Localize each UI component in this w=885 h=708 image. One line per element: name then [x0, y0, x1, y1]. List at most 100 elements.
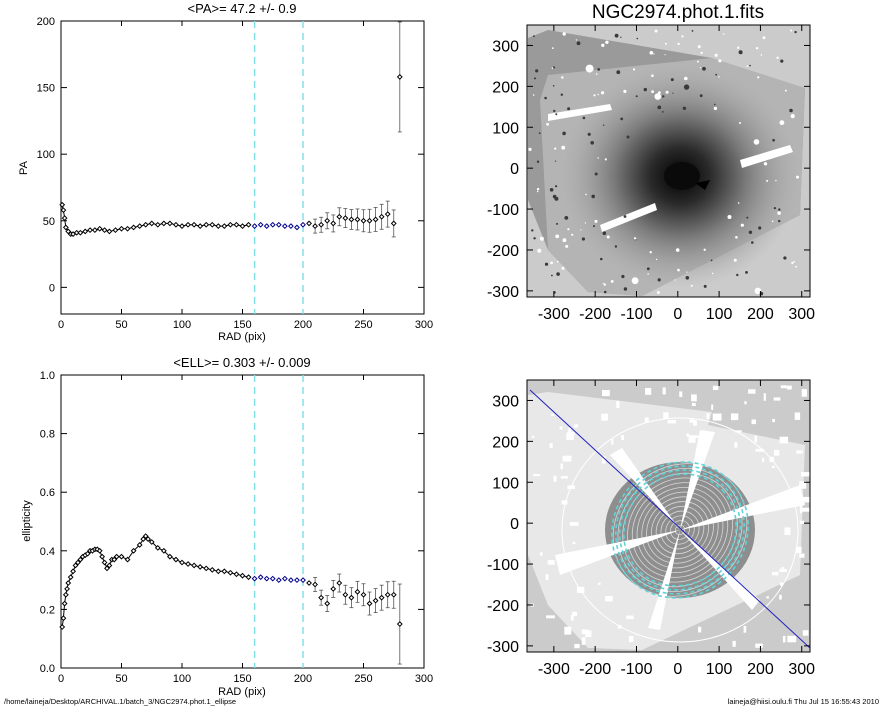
star: [546, 122, 549, 126]
star: [758, 226, 762, 230]
pa-y-tick-label: 0: [49, 282, 55, 294]
star: [532, 94, 535, 96]
masked-image-y-tick-label: 100: [492, 475, 519, 492]
star: [600, 257, 603, 261]
star: [602, 282, 604, 285]
pa-x-tick-label: 100: [173, 319, 191, 331]
star: [620, 117, 624, 121]
star: [780, 59, 784, 63]
star: [533, 237, 536, 240]
bright-star: [695, 180, 710, 190]
ellipticity-y-axis-label: ellipticity: [21, 500, 33, 542]
pa-data-point: [269, 221, 276, 228]
ellipticity-data-point: [59, 624, 66, 630]
star: [736, 273, 739, 277]
star: [703, 284, 707, 288]
pa-data-point: [312, 223, 319, 230]
pa-data-point: [130, 224, 137, 231]
masked-source: [712, 385, 719, 390]
masked-source: [802, 496, 810, 503]
star: [775, 179, 777, 182]
ellipticity-data-point: [336, 580, 343, 586]
star: [699, 67, 702, 69]
masked-image-x-tick-label: 100: [706, 661, 733, 678]
pa-data-point: [203, 221, 210, 228]
masked-source: [694, 435, 701, 438]
masked-image-y-tick-label: -100: [487, 557, 519, 574]
star: [635, 95, 638, 98]
ellipticity-data-point: [179, 559, 185, 566]
star: [649, 51, 654, 55]
pa-x-tick-label: 200: [294, 319, 312, 331]
masked-image-x-tick-label: 300: [788, 661, 815, 678]
star: [623, 215, 627, 218]
star: [682, 106, 687, 111]
masked-source: [801, 472, 810, 477]
ellipticity-y-tick-label: 0.6: [40, 487, 55, 499]
star: [623, 89, 627, 93]
star: [556, 272, 560, 276]
ellipticity-data-point: [390, 591, 397, 598]
mask-wedge: [680, 485, 805, 530]
star: [737, 202, 740, 204]
pa-x-tick-label: 50: [115, 319, 127, 331]
masked-source: [786, 385, 792, 390]
star: [536, 187, 540, 191]
star: [593, 94, 596, 97]
ellipticity-data-point: [209, 566, 216, 573]
masked-source: [602, 390, 610, 397]
star: [555, 113, 558, 116]
star: [672, 92, 674, 94]
pa-data-point: [142, 221, 149, 228]
star: [626, 135, 630, 139]
masked-source: [772, 418, 775, 423]
fit-ellipse: [611, 461, 749, 599]
masked-source: [626, 615, 634, 620]
masked-source: [732, 640, 736, 647]
masked-source: [533, 474, 541, 477]
pa-data-point: [342, 215, 349, 222]
star: [751, 241, 754, 244]
mask-wedge: [680, 530, 760, 610]
pa-data-point: [239, 223, 246, 230]
star: [567, 228, 570, 231]
footer-file-path: /home/laineja/Desktop/ARCHIVAL.1/batch_3…: [4, 697, 237, 706]
pa-data-point: [59, 201, 66, 208]
star: [697, 45, 701, 49]
masked-image-y-tick-label: -200: [487, 598, 519, 615]
masked-source: [748, 389, 756, 394]
masked-source: [597, 582, 601, 585]
pa-x-tick-label: 0: [58, 319, 64, 331]
ellipticity-data-point: [269, 575, 276, 582]
masked-source: [644, 417, 649, 423]
masked-source: [601, 413, 609, 421]
galaxy-nucleus: [664, 162, 700, 190]
star: [715, 73, 718, 76]
ellipticity-x-axis-label: RAD (pix): [218, 686, 266, 698]
image-y-tick-label: 200: [492, 79, 519, 96]
star: [561, 76, 564, 79]
masked-source: [780, 582, 783, 586]
masked-source: [794, 502, 804, 506]
star: [550, 261, 553, 265]
ellipticity-plot-frame: [60, 374, 425, 669]
ellipticity-data-point: [118, 553, 125, 560]
ellipticity-data-point: [239, 572, 246, 579]
star: [766, 179, 769, 182]
star: [537, 248, 542, 253]
masked-image-y-tick-label: 300: [492, 393, 519, 410]
star: [597, 68, 600, 71]
masked-source: [711, 404, 714, 410]
ellipticity-data-point: [312, 581, 319, 588]
ellipticity-data-point: [251, 575, 258, 582]
star: [658, 91, 661, 94]
pa-data-point: [227, 221, 234, 228]
masked-source: [779, 594, 782, 600]
star: [606, 235, 610, 239]
masked-source: [772, 465, 775, 468]
masked-source: [706, 413, 710, 420]
star: [733, 258, 737, 262]
pa-data-point: [366, 217, 373, 224]
pa-data-point: [166, 220, 173, 227]
